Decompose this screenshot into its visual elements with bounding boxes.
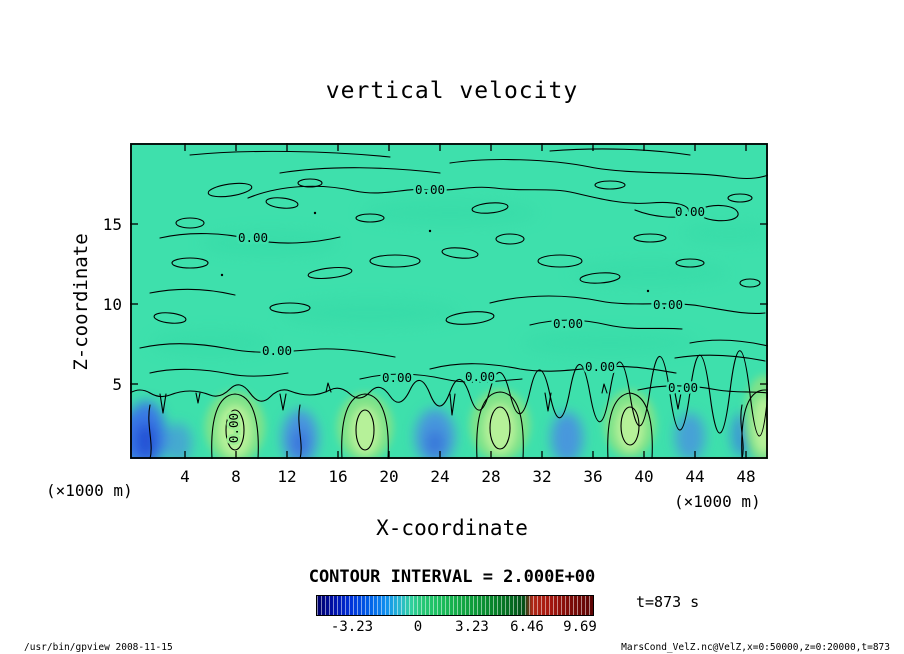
colorbar-tick-label: 6.46 (510, 619, 544, 635)
y-tick-label: 15 (102, 215, 122, 234)
contour-interval-text: CONTOUR INTERVAL = 2.000E+00 (308, 567, 596, 587)
x-tick-label: 20 (379, 467, 399, 486)
colorbar-tick-label: 3.23 (455, 619, 489, 635)
x-tick-label: 24 (430, 467, 450, 486)
contour-lines (130, 148, 768, 459)
zero-contour-label: 0.00 (553, 316, 583, 331)
colorbar-tick-label: 9.69 (563, 619, 597, 635)
x-tick-label: 48 (736, 467, 756, 486)
zero-contour-label: 0.00 (465, 369, 495, 384)
field-shading (150, 201, 768, 355)
colorbar-tick-row: -3.23 0 3.23 6.46 9.69 (316, 619, 597, 637)
zero-contour-label: 0.00 (382, 370, 412, 385)
zero-contour-label: 0.00 (668, 380, 698, 395)
x-unit-left: (×1000 m) (46, 481, 133, 500)
contour-label-group: 0.00 0.00 0.00 0.00 0.00 0.00 0.00 0.00 … (224, 180, 708, 446)
x-tick-label: 16 (328, 467, 348, 486)
colorbar-tick-label: 0 (413, 619, 423, 635)
zero-contour-label: 0.00 (415, 182, 445, 197)
x-tick-label: 4 (180, 467, 190, 486)
y-tick-label: 10 (102, 295, 122, 314)
x-tick-label: 36 (583, 467, 603, 486)
contour-plot: 0.00 0.00 0.00 0.00 0.00 0.00 0.00 0.00 … (130, 143, 768, 459)
plot-frame (130, 143, 768, 459)
colorbar-tick-label: -3.23 (330, 619, 374, 635)
x-tick-label: 12 (277, 467, 297, 486)
zero-contour-label: 0.00 (262, 343, 292, 358)
x-tick-label: 32 (532, 467, 552, 486)
x-unit-right: (×1000 m) (674, 492, 761, 511)
y-tick-label: 5 (112, 375, 122, 394)
plot-title: vertical velocity (325, 78, 579, 104)
footer-command: /usr/bin/gpview 2008-11-15 (24, 642, 173, 653)
x-tick-label: 28 (481, 467, 501, 486)
footer-datasource: MarsCond_VelZ.nc@VelZ,x=0:50000,z=0:2000… (621, 642, 890, 653)
colorbar (316, 595, 594, 616)
downdraft-blobs (130, 401, 768, 459)
x-tick-label: 40 (634, 467, 654, 486)
zero-contour-label: 0.00 (585, 359, 615, 374)
updraft-blobs (205, 375, 768, 459)
x-tick-label: 44 (685, 467, 705, 486)
zero-contour-label: 0.00 (226, 413, 241, 443)
x-tick-label: 8 (231, 467, 241, 486)
time-label: t=873 s (636, 593, 700, 611)
zero-contour-label: 0.00 (238, 230, 268, 245)
zero-contour-label: 0.00 (675, 204, 705, 219)
x-axis-label: X-coordinate (376, 516, 528, 540)
zero-contour-label: 0.00 (653, 297, 683, 312)
